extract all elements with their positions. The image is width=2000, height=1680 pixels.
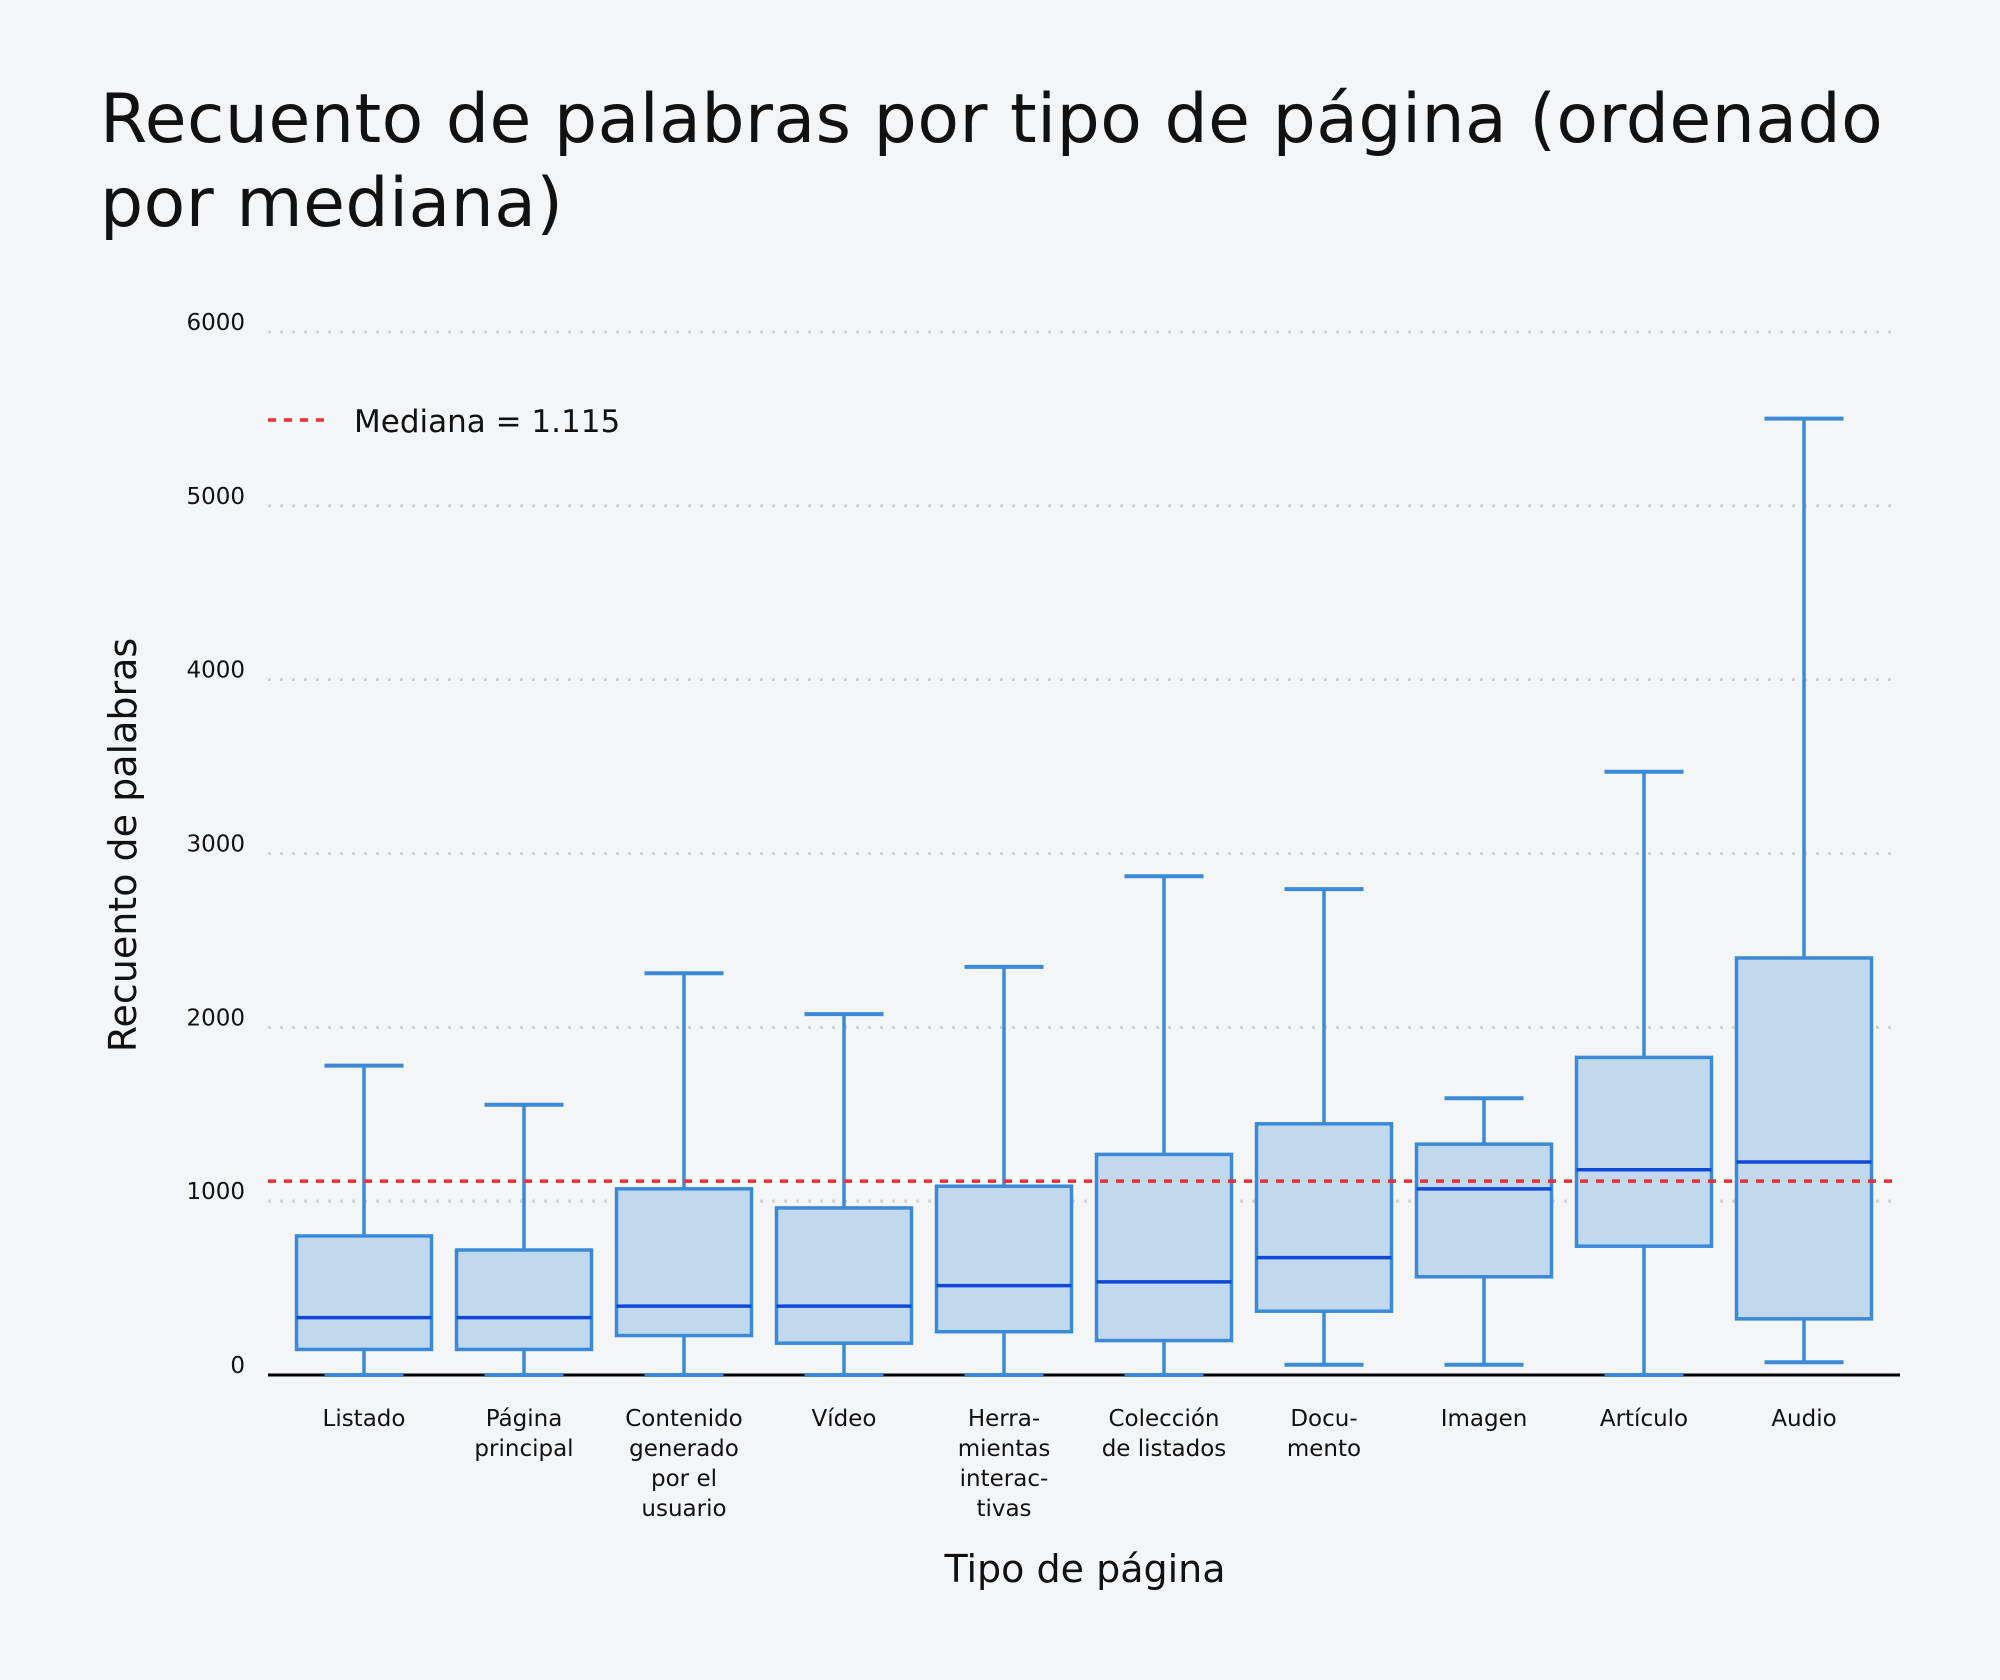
y-tick-label: 6000	[186, 310, 245, 336]
box	[454, 1248, 594, 1352]
x-tick-label: Audio	[1771, 1406, 1836, 1432]
x-tick-label: principal	[474, 1436, 573, 1462]
box	[1734, 956, 1874, 1321]
x-tick-label: Herra-	[968, 1406, 1040, 1432]
x-tick-label: Vídeo	[812, 1406, 877, 1432]
x-tick-label: Listado	[323, 1406, 406, 1432]
box	[294, 1234, 434, 1352]
x-tick-label: por el	[651, 1466, 717, 1492]
x-tick-label: Contenido	[625, 1406, 743, 1432]
x-axis-title: Tipo de página	[943, 1547, 1225, 1591]
y-tick-label: 2000	[186, 1005, 245, 1031]
x-tick-label: Artículo	[1600, 1406, 1688, 1432]
y-tick-label: 4000	[186, 658, 245, 684]
x-tick-label: de listados	[1102, 1436, 1227, 1462]
x-tick-label: Página	[486, 1406, 563, 1432]
x-tick-label: usuario	[641, 1496, 726, 1522]
y-axis-title: Recuento de palabras	[101, 638, 145, 1052]
y-tick-label: 0	[230, 1353, 245, 1379]
box	[1254, 1122, 1394, 1313]
x-tick-label: Colección	[1108, 1406, 1219, 1432]
y-tick-label: 1000	[186, 1179, 245, 1205]
y-tick-label: 5000	[186, 484, 245, 510]
x-tick-label: Imagen	[1441, 1406, 1528, 1432]
box	[614, 1187, 754, 1338]
x-tick-label: mientas	[958, 1436, 1051, 1462]
box	[1414, 1142, 1554, 1279]
legend-label: Mediana = 1.115	[354, 404, 620, 440]
x-tick-label: generado	[629, 1436, 739, 1462]
x-tick-label: interac-	[960, 1466, 1049, 1492]
x-tick-label: Docu-	[1290, 1406, 1357, 1432]
box	[934, 1184, 1074, 1334]
box	[1574, 1055, 1714, 1248]
x-tick-label: tivas	[976, 1496, 1031, 1522]
box	[774, 1206, 914, 1345]
chart-title: Recuento de palabras por tipo de página …	[100, 80, 1884, 243]
box	[1094, 1152, 1234, 1343]
y-tick-label: 3000	[186, 832, 245, 858]
x-tick-label: mento	[1287, 1436, 1361, 1462]
